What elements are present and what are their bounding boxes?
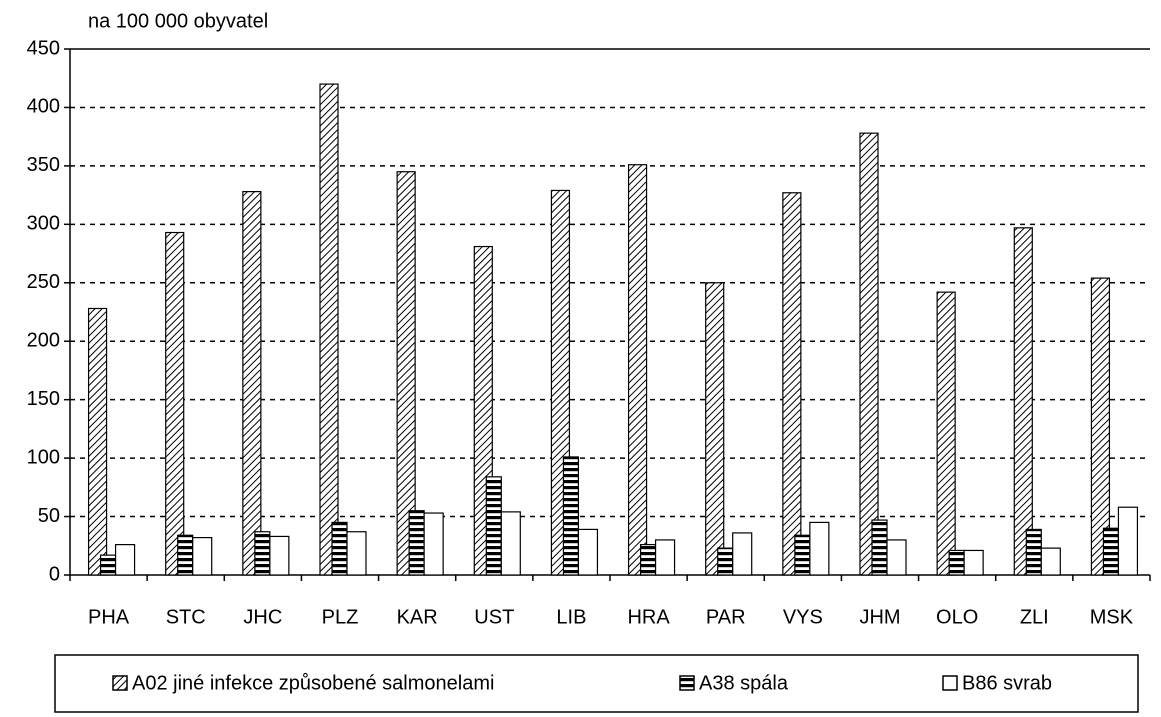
bar bbox=[269, 535, 290, 576]
bar bbox=[705, 282, 725, 576]
bar bbox=[794, 534, 811, 576]
bar bbox=[1102, 527, 1120, 576]
bar bbox=[948, 549, 965, 576]
y-tick-label: 100 bbox=[27, 446, 60, 468]
bar bbox=[1090, 277, 1111, 576]
bar bbox=[331, 521, 348, 576]
legend-label: A02 jiné infekce způsobené salmonelami bbox=[132, 672, 494, 694]
x-tick-label: JHM bbox=[859, 606, 900, 628]
bar bbox=[485, 476, 502, 576]
bar bbox=[936, 291, 956, 576]
bar bbox=[562, 456, 580, 576]
y-tick-label: 150 bbox=[27, 388, 60, 410]
x-tick-label: OLO bbox=[936, 606, 978, 628]
y-tick-label: 200 bbox=[27, 330, 60, 352]
bar bbox=[165, 231, 185, 576]
bar bbox=[871, 519, 888, 576]
y-tick-label: 0 bbox=[49, 563, 60, 585]
y-tick-label: 450 bbox=[27, 37, 60, 59]
bar bbox=[859, 132, 879, 576]
bar bbox=[627, 164, 648, 576]
bar bbox=[639, 544, 657, 576]
legend-label: A38 spála bbox=[699, 672, 789, 694]
bar bbox=[423, 512, 444, 576]
x-tick-label: STC bbox=[166, 606, 206, 628]
bar bbox=[408, 510, 425, 576]
legend-swatch bbox=[942, 675, 958, 691]
bar bbox=[242, 191, 262, 576]
bar bbox=[654, 539, 676, 576]
bar bbox=[1025, 528, 1042, 576]
bar bbox=[254, 531, 271, 576]
bar bbox=[963, 549, 984, 576]
x-tick-label: MSK bbox=[1090, 606, 1134, 628]
bar bbox=[114, 544, 136, 576]
bar bbox=[192, 536, 213, 576]
legend-label: B86 svrab bbox=[962, 672, 1052, 694]
bar bbox=[319, 83, 339, 576]
bar bbox=[177, 534, 194, 576]
bar bbox=[577, 528, 599, 576]
x-tick-label: PLZ bbox=[322, 606, 359, 628]
x-tick-label: LIB bbox=[556, 606, 586, 628]
y-tick-label: 50 bbox=[38, 505, 60, 527]
legend-swatch bbox=[112, 675, 128, 691]
x-tick-label: HRA bbox=[627, 606, 670, 628]
bar bbox=[346, 531, 367, 576]
bar bbox=[1013, 227, 1033, 576]
bar bbox=[717, 547, 734, 576]
legend-swatch bbox=[679, 675, 695, 691]
x-tick-label: PHA bbox=[88, 606, 130, 628]
bar bbox=[886, 539, 907, 576]
x-tick-label: ZLI bbox=[1020, 606, 1049, 628]
bar bbox=[500, 511, 521, 576]
bar bbox=[396, 171, 416, 576]
x-tick-label: PAR bbox=[706, 606, 746, 628]
y-tick-label: 350 bbox=[27, 154, 60, 176]
y-tick-label: 300 bbox=[27, 213, 60, 235]
bar bbox=[1040, 547, 1061, 576]
y-tick-label: 250 bbox=[27, 271, 60, 293]
y-axis-label: na 100 000 obyvatel bbox=[88, 10, 268, 32]
y-tick-label: 400 bbox=[27, 96, 60, 118]
x-tick-label: KAR bbox=[397, 606, 438, 628]
x-tick-label: UST bbox=[474, 606, 514, 628]
x-tick-label: JHC bbox=[243, 606, 282, 628]
bar bbox=[99, 554, 117, 576]
bar bbox=[87, 307, 108, 576]
bar bbox=[1117, 506, 1139, 576]
bar bbox=[809, 521, 830, 576]
bar bbox=[782, 192, 802, 576]
legend-box bbox=[54, 654, 1139, 713]
x-tick-label: VYS bbox=[783, 606, 823, 628]
bar bbox=[732, 532, 753, 576]
